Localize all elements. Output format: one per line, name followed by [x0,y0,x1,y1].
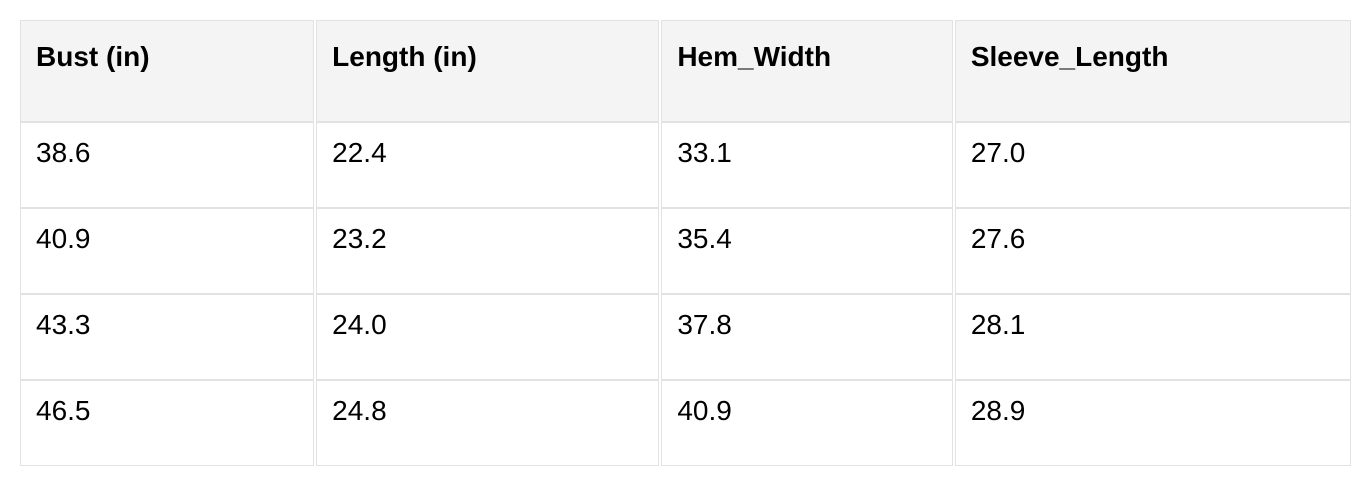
table-cell-hem-width: 35.4 [661,208,953,294]
garment-measurements-table: Bust (in) Length (in) Hem_Width Sleeve_L… [18,20,1353,466]
column-header-bust: Bust (in) [20,20,315,122]
table-cell-bust: 43.3 [20,294,315,380]
table-row: 38.6 22.4 33.1 27.0 [20,122,1351,208]
table-cell-hem-width: 37.8 [661,294,953,380]
table-cell-hem-width: 33.1 [661,122,953,208]
column-header-hem-width: Hem_Width [661,20,953,122]
table-cell-sleeve-length: 28.9 [954,380,1351,466]
table-cell-bust: 46.5 [20,380,315,466]
table-cell-hem-width: 40.9 [661,380,953,466]
column-header-length: Length (in) [316,20,660,122]
table-cell-sleeve-length: 28.1 [954,294,1351,380]
table-cell-bust: 40.9 [20,208,315,294]
table-cell-bust: 38.6 [20,122,315,208]
table-row: 46.5 24.8 40.9 28.9 [20,380,1351,466]
table-cell-length: 22.4 [316,122,660,208]
table-cell-sleeve-length: 27.6 [954,208,1351,294]
table-cell-sleeve-length: 27.0 [954,122,1351,208]
table-cell-length: 24.0 [316,294,660,380]
column-header-sleeve-length: Sleeve_Length [954,20,1351,122]
table-cell-length: 23.2 [316,208,660,294]
table-cell-length: 24.8 [316,380,660,466]
table-row: 40.9 23.2 35.4 27.6 [20,208,1351,294]
table-row: 43.3 24.0 37.8 28.1 [20,294,1351,380]
header-row: Bust (in) Length (in) Hem_Width Sleeve_L… [20,20,1351,122]
